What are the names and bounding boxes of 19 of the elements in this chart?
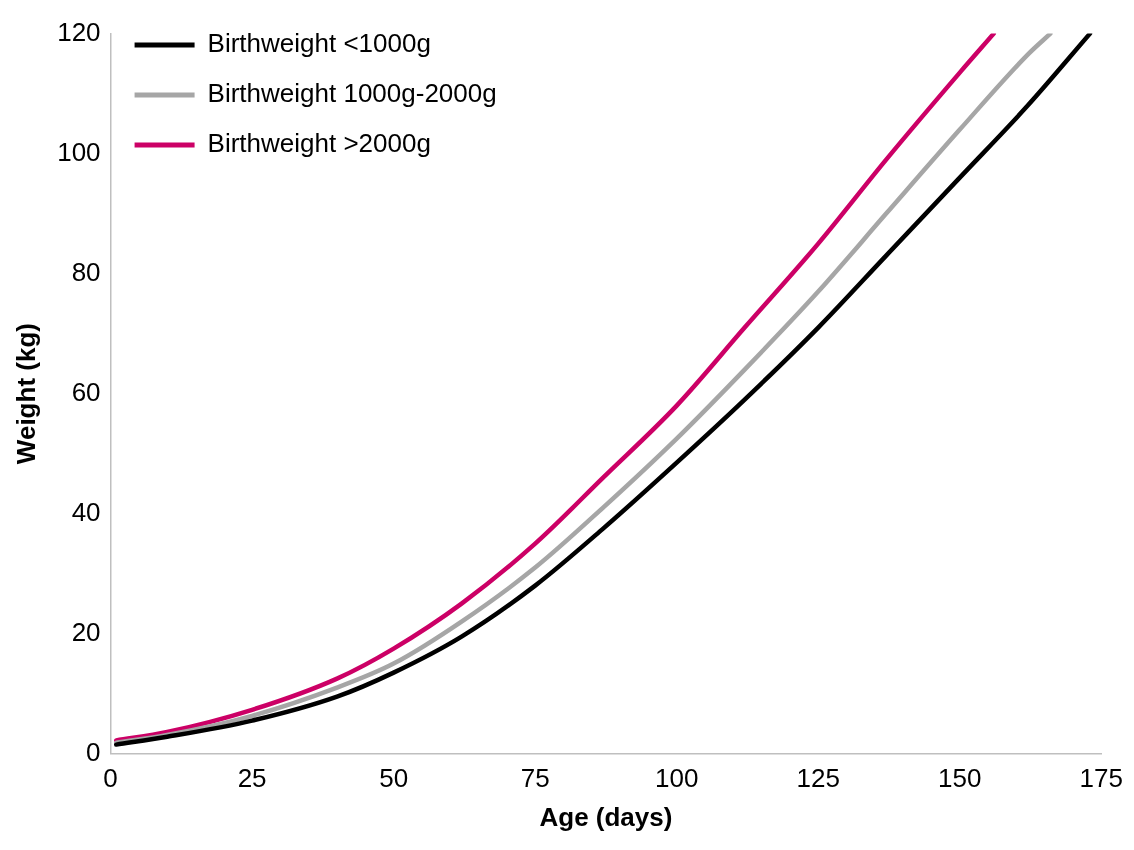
y-tick-label: 0 xyxy=(86,736,101,767)
y-axis-title: Weight (kg) xyxy=(10,323,41,465)
y-tick-label: 80 xyxy=(71,256,101,287)
x-tick-label: 50 xyxy=(379,763,409,794)
y-tick-label: 120 xyxy=(57,16,101,47)
x-tick-label: 150 xyxy=(938,763,982,794)
legend-label: Birthweight <1000g xyxy=(207,28,431,59)
y-tick-label: 40 xyxy=(71,496,101,527)
x-tick-label: 25 xyxy=(237,763,267,794)
x-tick-label: 175 xyxy=(1079,763,1124,794)
y-tick-label: 60 xyxy=(71,376,101,407)
y-tick-label: 100 xyxy=(57,136,101,167)
y-tick-label: 20 xyxy=(71,616,101,647)
x-axis-title: Age (days) xyxy=(539,801,673,832)
x-tick-label: 125 xyxy=(796,763,840,794)
legend-label: Birthweight 1000g-2000g xyxy=(207,78,497,109)
x-tick-label: 100 xyxy=(655,763,699,794)
legend-label: Birthweight >2000g xyxy=(207,128,431,159)
x-tick-label: 75 xyxy=(520,763,550,794)
